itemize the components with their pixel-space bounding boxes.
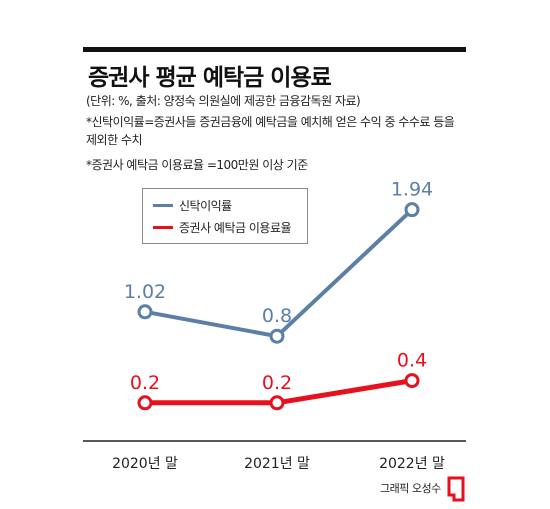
legend-swatch-deposit [153, 225, 173, 229]
data-point [137, 395, 153, 411]
data-label: 1.02 [124, 281, 166, 303]
graphic-credit: 그래픽 오성수 [380, 482, 441, 495]
chart-subtitle: (단위: %, 출처: 양정숙 의원실에 제공한 금융감독원 자료) [86, 94, 361, 108]
legend-label-deposit: 증권사 예탁금 이용료율 [179, 220, 292, 235]
data-point [269, 328, 285, 344]
legend-item-trust: 신탁이익률 [153, 197, 232, 213]
data-label: 0.4 [397, 350, 427, 372]
title-bar [83, 47, 466, 52]
x-tick-label: 2020년 말 [112, 456, 178, 472]
legend-swatch-trust [153, 203, 173, 207]
data-point [404, 202, 420, 218]
data-label: 0.8 [262, 305, 292, 327]
data-label: 0.2 [262, 372, 292, 394]
data-point [404, 373, 420, 389]
data-label: 1.94 [391, 179, 433, 201]
footnote-deposit: *증권사 예탁금 이용료율 =100만원 이상 기준 [86, 158, 308, 172]
data-point [269, 395, 285, 411]
x-tick-label: 2022년 말 [379, 456, 445, 472]
chart-title: 증권사 평균 예탁금 이용료 [88, 65, 332, 91]
x-tick-label: 2021년 말 [244, 456, 310, 472]
legend-label-trust: 신탁이익률 [179, 198, 232, 213]
data-point [137, 304, 153, 320]
footnote-trust: *신탁이익률=증권사들 증권금융에 예탁금을 예치해 얻은 수익 중 수수료 등… [86, 115, 455, 147]
legend-item-deposit: 증권사 예탁금 이용료율 [153, 219, 292, 235]
legend: 신탁이익률 증권사 예탁금 이용료율 [142, 188, 308, 244]
publisher-logo-icon [447, 476, 465, 502]
data-label: 0.2 [130, 372, 160, 394]
